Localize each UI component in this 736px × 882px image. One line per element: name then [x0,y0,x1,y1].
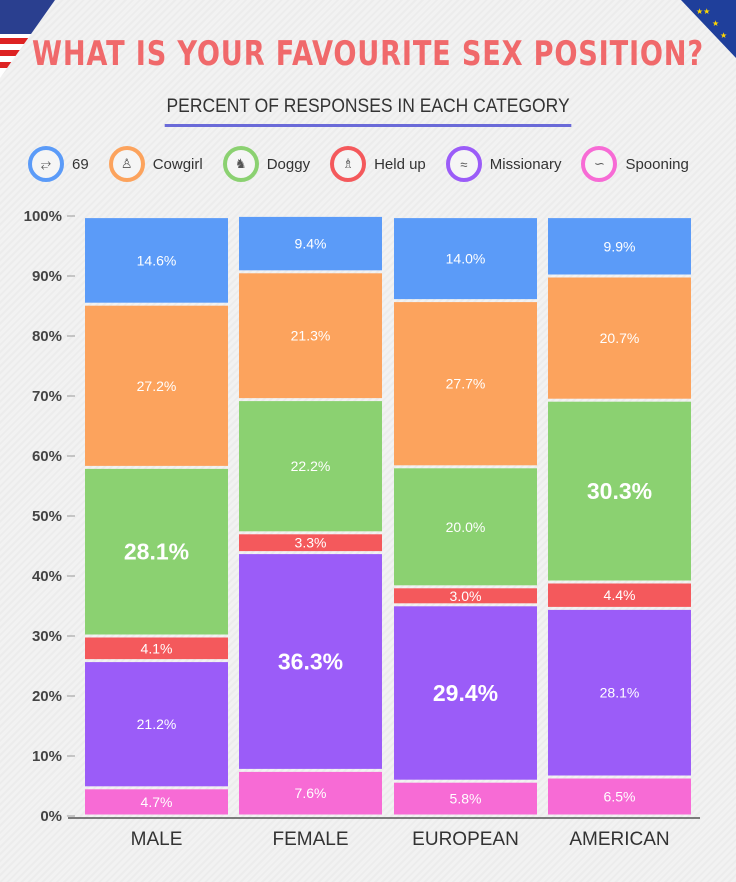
y-tick-label: 0% [40,808,62,825]
data-label: 9.4% [295,236,327,252]
chart-title: WHAT IS YOUR FAVOURITE SEX POSITION? [32,34,704,74]
data-label: 20.7% [600,330,640,346]
y-tick-label: 20% [32,688,62,705]
bar-segment [394,782,537,815]
data-label: 4.7% [141,794,173,810]
data-label: 14.0% [446,251,486,267]
data-label: 27.7% [446,376,486,392]
legend-label: Missionary [489,155,562,173]
bar-segment [239,216,382,271]
data-label: 3.3% [295,535,327,551]
held-up-icon: ♗ [330,146,367,182]
bar-segment [548,583,691,607]
bar-segment [548,401,691,581]
69-icon: ⥂ [28,146,64,182]
y-tick-label: 10% [32,748,62,765]
data-label: 36.3% [278,649,343,675]
chart-subtitle: PERCENT OF RESPONSES IN EACH CATEGORY [164,96,572,127]
data-label: 21.3% [291,328,331,344]
y-tick-label: 100% [24,208,62,225]
data-label: 28.1% [124,539,189,565]
bar-segment [85,789,228,815]
y-tick-label: 80% [32,328,62,345]
cowgirl-icon: ♙ [108,146,145,182]
svg-text:★: ★ [720,31,727,40]
bar-segment [548,218,691,275]
bar-segment [394,302,537,466]
x-category-label: EUROPEAN [412,829,519,850]
data-label: 7.6% [295,785,327,801]
data-label: 9.9% [604,238,636,254]
data-label: 3.0% [450,588,482,604]
legend: ⥂ 69 ♙ Cowgirl ♞ Doggy ♗ Held up ≈ Missionary ∽ Spo… [28,146,709,182]
bar-segment [239,401,382,532]
data-label: 6.5% [604,789,636,805]
svg-text:★: ★ [712,19,719,28]
legend-label: Cowgirl [152,155,203,173]
bar-segment [239,771,382,815]
legend-item: ♞ Doggy [222,146,311,182]
data-label: 30.3% [587,478,652,504]
bar-segment [239,534,382,552]
us-flag-icon [0,0,55,78]
bar-segment [548,277,691,399]
y-tick-label: 70% [32,388,62,405]
bar-segment [85,468,228,635]
bar-segment [394,588,537,604]
bar-segment [394,468,537,586]
bar-segment [239,554,382,769]
y-tick-label: 40% [32,568,62,585]
bar-segment [85,218,228,303]
x-category-label: MALE [131,829,183,850]
legend-label: Spooning [625,155,689,173]
data-label: 28.1% [600,685,640,701]
eu-flag-icon: ★★ ★ ★ [681,0,736,58]
doggy-icon: ♞ [222,146,259,182]
legend-item: ≈ Missionary [445,146,562,182]
y-tick-label: 50% [32,508,62,525]
data-label: 4.4% [604,587,636,603]
legend-item: ♙ Cowgirl [108,146,203,182]
data-label: 5.8% [450,791,482,807]
x-category-label: AMERICAN [569,829,669,850]
data-label: 21.2% [137,716,177,732]
data-label: 14.6% [137,252,177,268]
bar-segment [85,637,228,660]
data-label: 29.4% [433,680,498,706]
y-tick-label: 90% [32,268,62,285]
data-label: 22.2% [291,458,331,474]
legend-item: ∽ Spooning [581,146,689,182]
legend-label: Doggy [266,155,311,173]
legend-label: Held up [374,155,426,173]
y-tick-label: 60% [32,448,62,465]
svg-text:★★: ★★ [696,7,710,16]
data-label: 20.0% [446,519,486,535]
legend-label: 69 [72,155,89,173]
bar-segment [548,778,691,815]
x-category-label: FEMALE [272,829,348,850]
y-tick-label: 30% [32,628,62,645]
bar-segment [85,662,228,787]
data-label: 27.2% [137,378,177,394]
legend-item: ⥂ 69 [28,146,89,182]
bar-segment [394,218,537,300]
data-label: 4.1% [141,640,173,656]
legend-item: ♗ Held up [330,146,426,182]
missionary-icon: ≈ [445,146,482,182]
bar-segment [239,273,382,399]
bar-segment [85,305,228,466]
bar-segment [548,609,691,776]
bar-segment [394,606,537,780]
spooning-icon: ∽ [581,146,618,182]
